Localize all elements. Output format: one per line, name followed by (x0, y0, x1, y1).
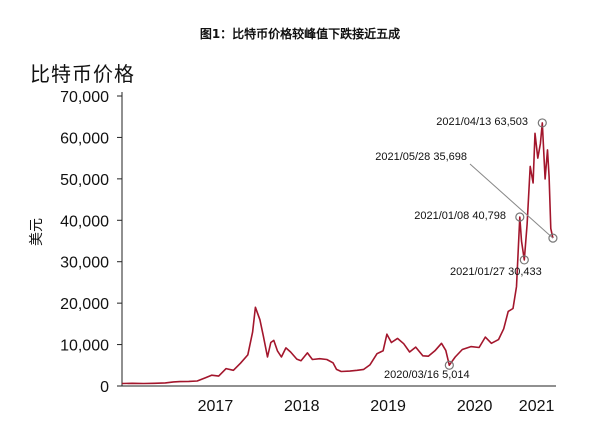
annotation-marker (548, 233, 558, 243)
annotation-leader-line (469, 163, 554, 239)
x-tick-labels: 2017 2018 2019 2020 2021 (198, 398, 555, 415)
y-tick-label: 0 (100, 379, 109, 396)
y-tick-label: 60,000 (60, 130, 109, 147)
x-tick-label: 2020 (457, 398, 493, 415)
x-tick-label: 2017 (198, 398, 234, 415)
x-tick-label: 2019 (370, 398, 406, 415)
y-tick-label: 30,000 (60, 255, 109, 272)
y-tick-labels: 0 10,000 20,000 30,000 40,000 50,000 60,000 70,… (60, 89, 109, 396)
annotation-label: 2021/01/08 40,798 (414, 210, 506, 222)
y-tick-label: 50,000 (60, 172, 109, 189)
y-tick-label: 70,000 (60, 89, 109, 106)
annotation-marker (519, 255, 529, 265)
x-tick-label: 2021 (519, 398, 555, 415)
annotation-label: 2020/03/16 5,014 (384, 369, 470, 381)
annotations: 2021/04/13 63,503 2021/05/28 35,698 2021/0… (375, 116, 558, 381)
annotation-label: 2021/01/27 30,433 (450, 266, 542, 278)
axes (117, 92, 556, 387)
chart-title: 图1：比特币价格较峰值下跌接近五成 (199, 27, 401, 41)
y-tick-label: 40,000 (60, 213, 109, 230)
annotation-marker (537, 118, 547, 128)
price-series (121, 122, 554, 385)
annotation-label: 2021/05/28 35,698 (375, 151, 467, 163)
x-tick-label: 2018 (284, 398, 320, 415)
annotation-marker (444, 360, 454, 370)
price-line (121, 122, 554, 385)
y-tick-label: 20,000 (60, 296, 109, 313)
y-tick-label: 10,000 (60, 338, 109, 355)
y-axis-title: 比特币价格 (30, 62, 135, 86)
annotation-label: 2021/04/13 63,503 (436, 116, 528, 128)
annotation-marker (515, 212, 525, 222)
